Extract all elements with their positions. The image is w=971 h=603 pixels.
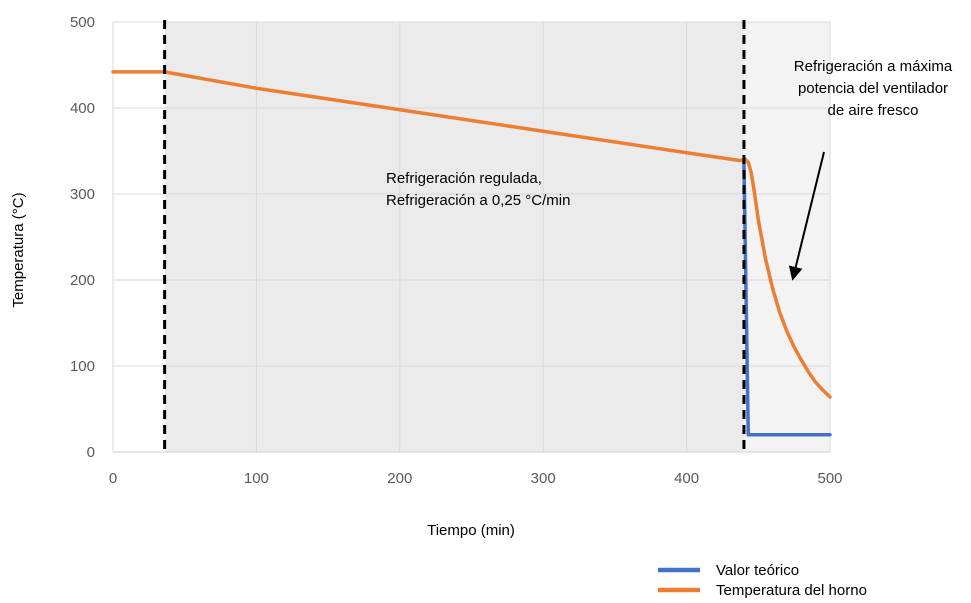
y-tick-label: 500 xyxy=(70,14,95,31)
y-tick-label: 100 xyxy=(70,358,95,375)
x-axis-title: Tiempo (min) xyxy=(427,522,515,539)
legend-label-1: Valor teórico xyxy=(716,562,799,579)
x-tick-label: 0 xyxy=(109,470,117,487)
y-tick-label: 400 xyxy=(70,100,95,117)
annotation-max: Refrigeración a máxima potencia del venti… xyxy=(794,58,953,119)
legend-label-2: Temperatura del horno xyxy=(716,582,867,598)
y-tick-label: 0 xyxy=(87,444,95,461)
x-tick-label: 400 xyxy=(674,470,699,487)
x-tick-label: 500 xyxy=(817,470,842,487)
x-tick-label: 100 xyxy=(244,470,269,487)
x-tick-label: 300 xyxy=(531,470,556,487)
y-axis-title: Temperatura (°C) xyxy=(10,192,27,307)
series-line-temperatura-horno xyxy=(111,70,832,399)
annotation-arrow xyxy=(788,151,825,281)
x-tick-label: 200 xyxy=(387,470,412,487)
y-tick-label: 200 xyxy=(70,272,95,289)
y-tick-label: 300 xyxy=(70,186,95,203)
shaded-region-1 xyxy=(164,22,744,452)
annotation-regulated: Refrigeración regulada, Refrigeración a 0… xyxy=(386,170,570,209)
